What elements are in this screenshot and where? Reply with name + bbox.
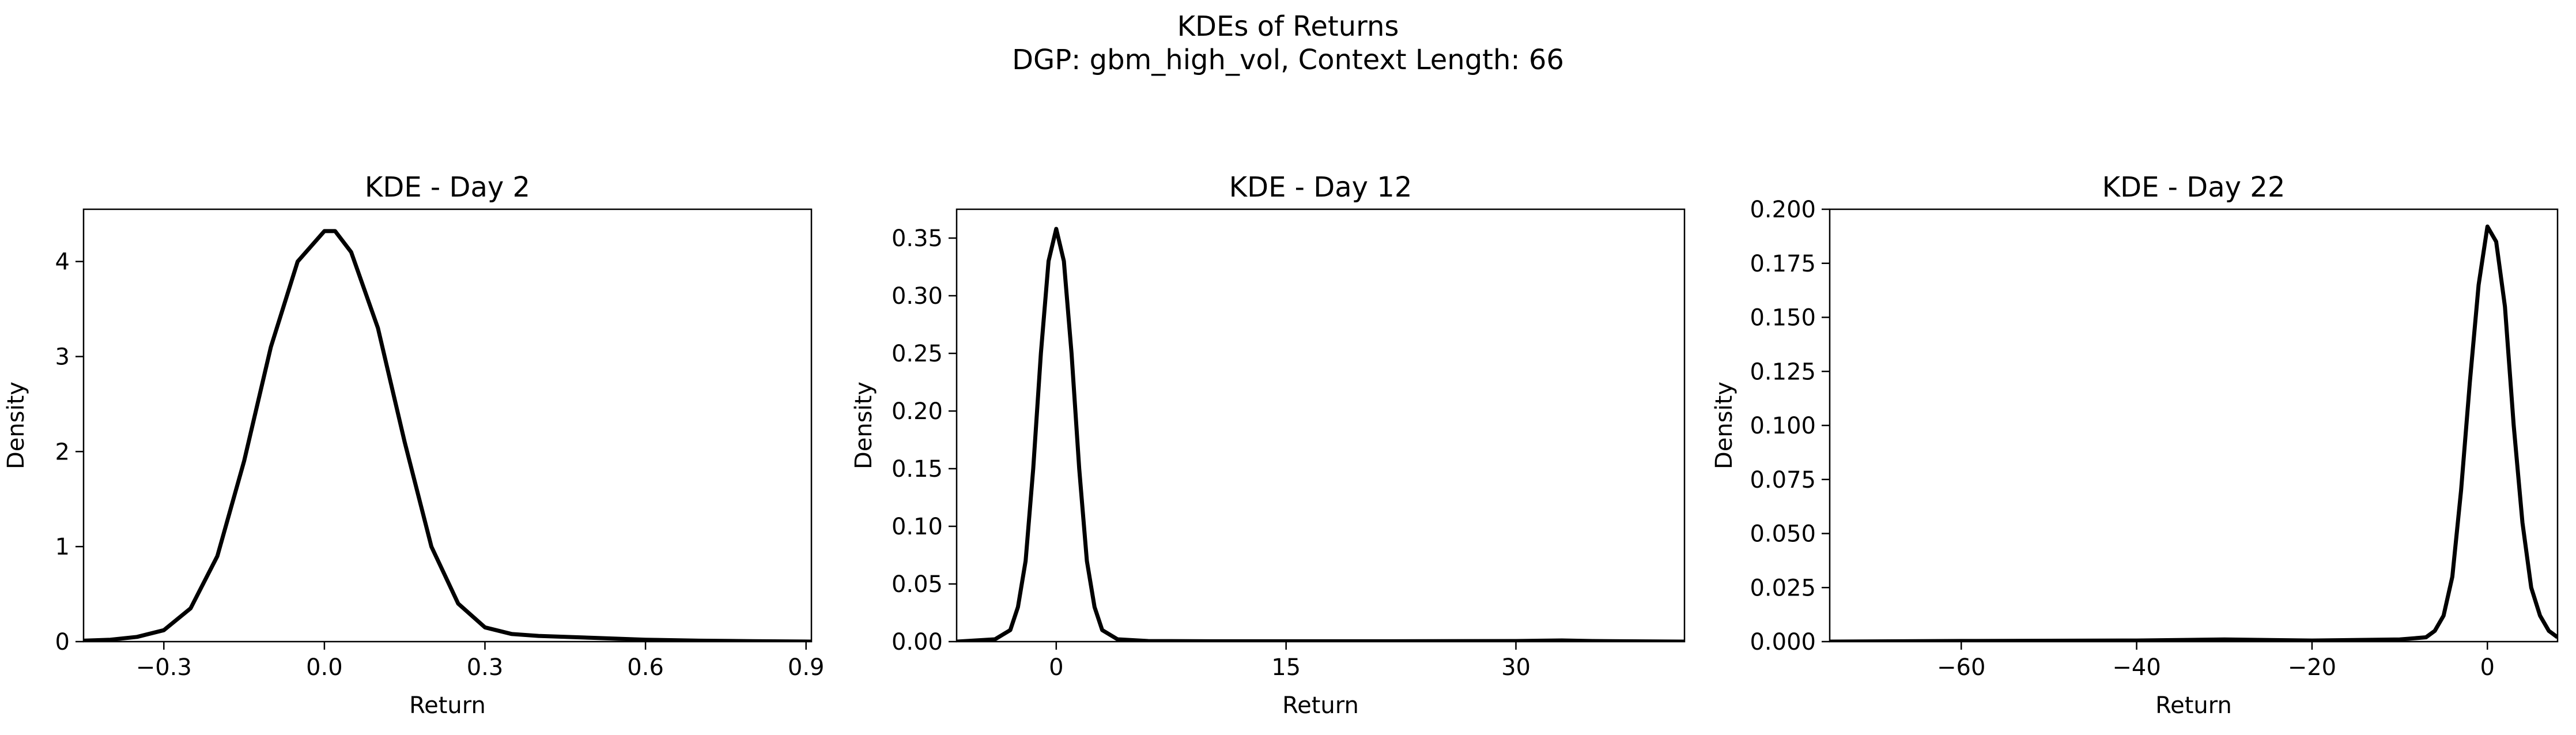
y-tick-label: 0.025 bbox=[1750, 575, 1816, 601]
x-axis-label: Return bbox=[2155, 692, 2232, 719]
x-axis-label: Return bbox=[1282, 692, 1359, 719]
y-axis-label: Density bbox=[3, 382, 29, 469]
y-tick-label: 0.30 bbox=[892, 283, 943, 310]
y-tick-label: 0.000 bbox=[1750, 629, 1816, 655]
y-tick-label: 3 bbox=[55, 344, 70, 370]
x-axis-label: Return bbox=[409, 692, 486, 719]
x-tick-label: −60 bbox=[1937, 654, 1985, 681]
x-tick-label: −20 bbox=[2288, 654, 2336, 681]
x-tick-label: 0.3 bbox=[467, 654, 504, 681]
y-tick-label: 0.10 bbox=[892, 514, 943, 540]
figure-subtitle: DGP: gbm_high_vol, Context Length: 66 bbox=[1012, 44, 1564, 76]
chart-title: KDE - Day 22 bbox=[2102, 171, 2286, 203]
y-tick-label: 2 bbox=[55, 439, 70, 465]
x-tick-label: 0 bbox=[1049, 654, 1063, 681]
y-tick-label: 0.05 bbox=[892, 571, 943, 598]
chart-title: KDE - Day 2 bbox=[365, 171, 530, 203]
y-tick-label: 0.25 bbox=[892, 341, 943, 367]
y-tick-label: 0.00 bbox=[892, 629, 943, 655]
chart-title: KDE - Day 12 bbox=[1229, 171, 1412, 203]
y-tick-label: 0.075 bbox=[1750, 467, 1816, 493]
axes-frame bbox=[82, 208, 813, 643]
axes-frame bbox=[1829, 208, 2559, 643]
x-tick-label: 15 bbox=[1271, 654, 1301, 681]
axes-frame bbox=[955, 208, 1686, 643]
y-tick-label: 0.125 bbox=[1750, 359, 1816, 385]
kde-line bbox=[84, 229, 811, 642]
x-tick-label: 30 bbox=[1501, 654, 1531, 681]
x-tick-label: −40 bbox=[2112, 654, 2160, 681]
y-tick-label: 0.050 bbox=[1750, 521, 1816, 548]
y-tick-label: 0.15 bbox=[892, 456, 943, 483]
x-tick-label: 0.6 bbox=[627, 654, 664, 681]
y-tick-label: 0.100 bbox=[1750, 413, 1816, 439]
y-tick-label: 4 bbox=[55, 249, 70, 276]
figure-title: KDEs of Returns bbox=[1177, 10, 1399, 43]
y-tick-label: 0.35 bbox=[892, 225, 943, 252]
y-axis-label: Density bbox=[851, 382, 877, 469]
y-tick-label: 0 bbox=[55, 629, 70, 655]
x-tick-label: 0.0 bbox=[306, 654, 343, 681]
y-tick-label: 0.175 bbox=[1750, 251, 1816, 277]
y-tick-label: 1 bbox=[55, 534, 70, 560]
y-axis-label: Density bbox=[1711, 382, 1738, 469]
y-tick-label: 0.20 bbox=[892, 398, 943, 425]
x-tick-label: −0.3 bbox=[136, 654, 192, 681]
kde-line bbox=[1830, 224, 2558, 642]
x-tick-label: 0 bbox=[2480, 654, 2495, 681]
x-tick-label: 0.9 bbox=[788, 654, 825, 681]
y-tick-label: 0.200 bbox=[1750, 197, 1816, 223]
y-tick-label: 0.150 bbox=[1750, 305, 1816, 331]
